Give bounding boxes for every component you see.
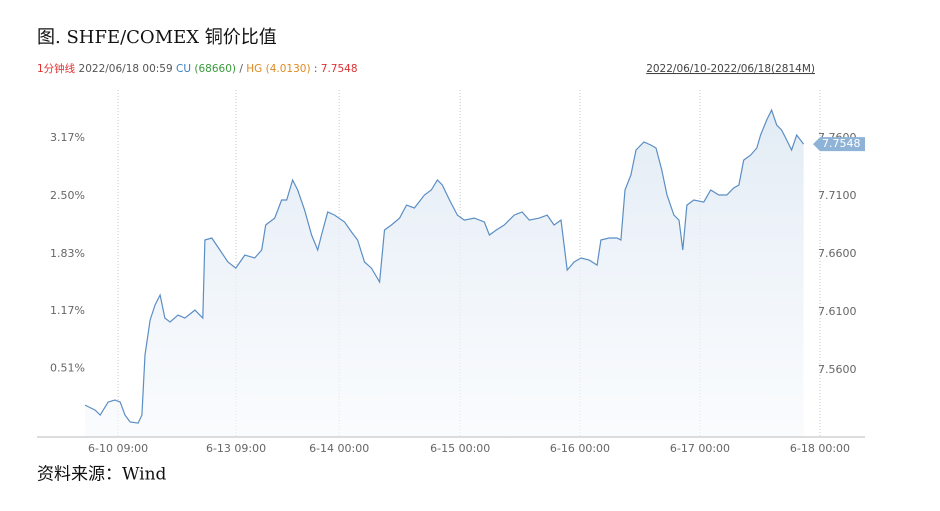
y2-tick-label: 1.17% xyxy=(50,304,85,317)
header-part: : xyxy=(314,63,318,75)
y2-tick-label: 2.50% xyxy=(50,189,85,202)
x-tick-label: 6-10 09:00 xyxy=(88,442,148,455)
x-tick-label: 6-17 00:00 xyxy=(670,442,730,455)
header-info: 1分钟线 2022/06/18 00:59 CU (68660) / HG (4… xyxy=(37,62,358,75)
header-part: HG xyxy=(246,63,262,75)
header-part: (68660) xyxy=(194,63,236,75)
y-tick-label: 7.6100 xyxy=(818,305,857,318)
x-tick-label: 6-16 00:00 xyxy=(550,442,610,455)
header-part: CU xyxy=(176,63,191,75)
header-part: / xyxy=(239,63,243,75)
page-title: 图. SHFE/COMEX 铜价比值 xyxy=(37,27,277,48)
source-note: 资料来源：Wind xyxy=(37,465,167,485)
x-tick-label: 6-14 00:00 xyxy=(309,442,369,455)
header-part: 7.7548 xyxy=(321,63,358,75)
y2-tick-label: 3.17% xyxy=(50,131,85,144)
chart-header: 1分钟线 2022/06/18 00:59 CU (68660) / HG (4… xyxy=(37,62,358,75)
header-part: (4.0130) xyxy=(266,63,311,75)
range-label[interactable]: 2022/06/10-2022/06/18(2814M) xyxy=(646,63,815,75)
header-part: 2022/06/18 00:59 xyxy=(79,63,173,75)
x-tick-label: 6-13 09:00 xyxy=(206,442,266,455)
line-area xyxy=(85,110,804,437)
line-series xyxy=(84,108,805,424)
y-tick-label: 7.6600 xyxy=(818,247,857,260)
price-tag-label: 7.7548 xyxy=(822,137,861,150)
price-tag xyxy=(813,137,865,152)
x-tick-label: 6-15 00:00 xyxy=(430,442,490,455)
y-tick-label: 7.5600 xyxy=(818,363,857,376)
plot-area: 6-10 09:00 6-13 09:00 6-14 00:00 6-15 00:00… xyxy=(37,90,865,455)
x-tick-label: 6-18 00:00 xyxy=(790,442,850,455)
y-tick-label: 7.7100 xyxy=(818,189,857,202)
header-part: 1分钟线 xyxy=(37,62,76,75)
y2-tick-label: 0.51% xyxy=(50,361,85,374)
y2-tick-label: 1.83% xyxy=(50,247,85,260)
